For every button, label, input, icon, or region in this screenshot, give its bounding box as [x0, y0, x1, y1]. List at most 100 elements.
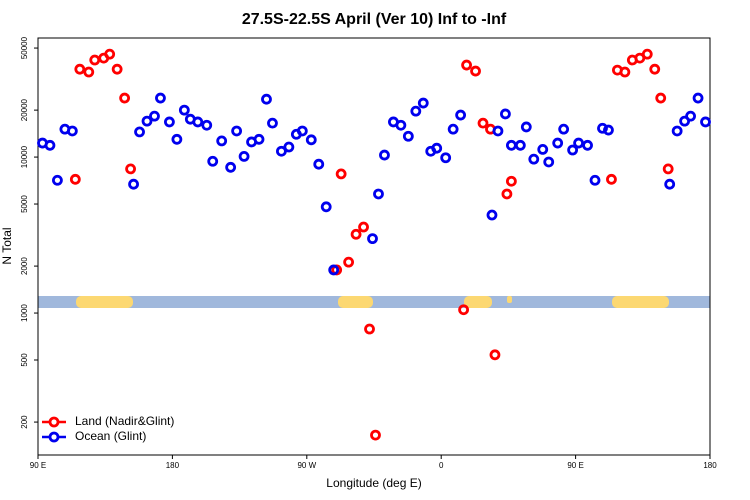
point: [558, 123, 570, 135]
x-tick-label: 0: [439, 461, 444, 470]
point: [74, 63, 86, 75]
land-band: [338, 296, 373, 308]
legend-marker: [48, 416, 60, 428]
point: [343, 256, 355, 268]
point: [500, 108, 511, 120]
point: [662, 163, 674, 175]
point: [489, 349, 501, 361]
point: [350, 228, 362, 240]
point: [373, 188, 384, 200]
point: [283, 141, 295, 153]
point: [119, 92, 131, 104]
point: [447, 123, 459, 135]
point: [619, 66, 631, 78]
point: [440, 152, 452, 164]
point: [66, 125, 78, 137]
point: [402, 130, 414, 142]
point: [305, 134, 317, 146]
plot-frame: [37, 37, 711, 456]
point: [664, 178, 676, 190]
ocean-band: [38, 296, 710, 308]
y-tick-label: 200: [20, 415, 29, 429]
point: [164, 116, 175, 128]
x-tick-label: 180: [703, 461, 717, 470]
point: [207, 155, 219, 167]
point: [641, 48, 653, 60]
point: [700, 116, 711, 128]
point: [395, 119, 407, 131]
point: [597, 122, 608, 134]
point: [267, 117, 278, 129]
point: [379, 149, 390, 161]
point: [141, 115, 153, 127]
x-tick-label: 90 E: [567, 461, 583, 470]
y-tick-label: 2000: [20, 257, 29, 275]
point: [417, 97, 429, 109]
point: [431, 142, 443, 154]
point: [69, 173, 81, 185]
point: [537, 143, 549, 155]
point: [455, 109, 467, 121]
point: [231, 125, 243, 137]
point: [589, 174, 601, 186]
y-tick-label: 1000: [20, 304, 29, 322]
point: [313, 158, 325, 170]
point: [514, 139, 526, 151]
point: [671, 125, 683, 137]
chart-title: 27.5S-22.5S April (Ver 10) Inf to -Inf: [242, 11, 507, 28]
point: [552, 137, 564, 149]
x-axis-label: Longitude (deg E): [326, 476, 421, 490]
point: [89, 54, 101, 66]
y-tick-label: 20000: [20, 98, 29, 121]
point: [692, 92, 704, 104]
point: [134, 126, 145, 138]
point: [543, 156, 555, 168]
point: [486, 209, 498, 221]
point: [155, 92, 166, 104]
y-tick-label: 10000: [20, 145, 29, 168]
y-tick-label: 500: [20, 353, 29, 367]
point: [492, 125, 504, 137]
point: [477, 117, 489, 129]
point: [178, 104, 190, 116]
point: [52, 174, 63, 186]
land-band: [76, 296, 133, 308]
point: [320, 201, 332, 213]
point: [125, 163, 136, 175]
y-axis-label: N Total: [0, 227, 14, 264]
land-band: [464, 296, 492, 308]
point: [649, 63, 661, 75]
y-tick-label: 5000: [20, 195, 29, 213]
point: [358, 221, 369, 233]
point: [573, 137, 584, 149]
point: [128, 178, 139, 190]
point: [335, 168, 347, 180]
point: [253, 133, 265, 145]
point: [461, 59, 472, 71]
point: [603, 124, 614, 136]
point: [655, 92, 667, 104]
point: [520, 121, 532, 133]
point: [410, 105, 422, 117]
legend-marker: [48, 431, 60, 443]
point: [225, 161, 237, 173]
point: [458, 304, 470, 316]
point: [470, 65, 481, 77]
point: [685, 110, 696, 122]
point: [201, 119, 213, 131]
point: [171, 133, 183, 145]
point: [104, 48, 116, 60]
point: [276, 145, 287, 157]
legend-label: Ocean (Glint): [75, 429, 146, 443]
point: [44, 139, 56, 151]
point: [501, 188, 513, 200]
y-tick-label: 50000: [20, 36, 29, 59]
x-tick-label: 90 E: [30, 461, 46, 470]
point: [606, 173, 617, 185]
land-mask: [38, 296, 710, 308]
point: [528, 153, 540, 165]
x-tick-label: 180: [166, 461, 180, 470]
point: [370, 429, 381, 441]
point: [328, 264, 340, 276]
